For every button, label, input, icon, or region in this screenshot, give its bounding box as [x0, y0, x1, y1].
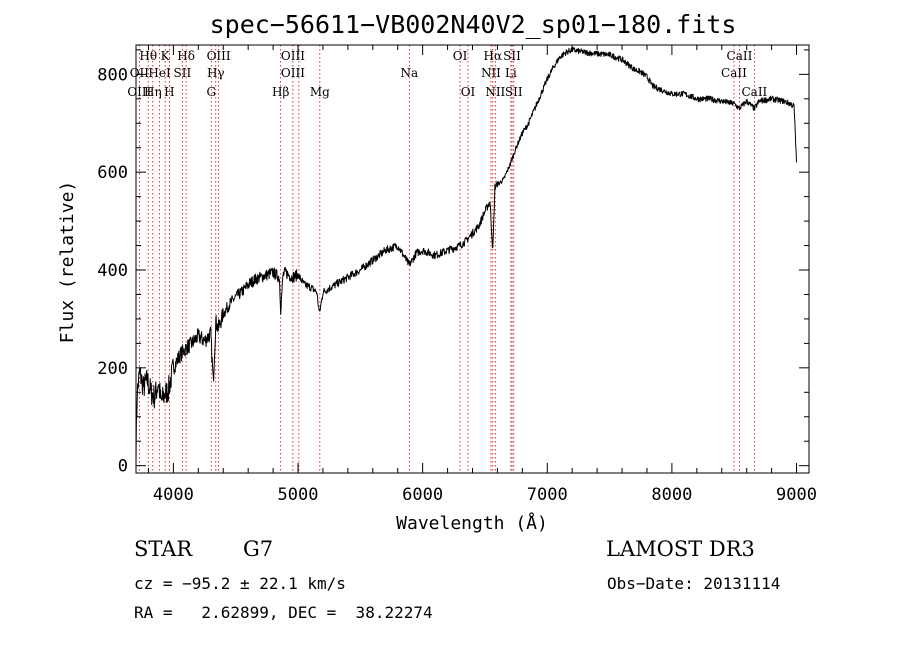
line-label: NII [485, 85, 505, 99]
line-label: OIII [281, 66, 305, 80]
survey-name: LAMOST DR3 [606, 537, 755, 561]
line-label: Hη [144, 85, 162, 99]
line-label: Hα [484, 49, 503, 63]
y-tick-label: 800 [97, 65, 128, 85]
object-class: STAR [134, 537, 193, 561]
x-axis-label: Wavelength (Å) [396, 512, 548, 534]
x-tick-label: 5000 [278, 485, 319, 505]
line-label: K [161, 49, 171, 63]
line-label: OIII [127, 85, 151, 99]
line-label: NII [481, 66, 501, 80]
line-label: CaII [721, 66, 747, 80]
plot-frame [135, 44, 810, 474]
line-label: Li [505, 66, 517, 80]
line-label: Hγ [207, 66, 225, 80]
object-subclass: G7 [243, 537, 274, 561]
spectrum-line [135, 46, 797, 464]
chart-title: spec−56611−VB002N40V2_sp01−180.fits [210, 10, 737, 39]
coordinates: RA = 2.62899, DEC = 38.22274 [134, 603, 433, 622]
line-label: SII [503, 49, 521, 63]
line-label: Hθ [139, 49, 157, 63]
y-tick-label: 200 [97, 359, 128, 379]
line-label: OI [453, 49, 468, 63]
line-label: Hδ [177, 49, 195, 63]
y-tick-label: 600 [97, 163, 128, 183]
line-label: Mg [310, 85, 330, 99]
x-tick-label: 4000 [153, 485, 194, 505]
line-label: OI [461, 85, 476, 99]
line-label: CaII [741, 85, 767, 99]
line-label: OIII [281, 49, 305, 63]
y-tick-label: 0 [118, 457, 128, 477]
observation-date: Obs−Date: 20131114 [607, 574, 781, 593]
line-label: CaII [727, 49, 753, 63]
y-axis-label: Flux (relative) [57, 181, 78, 344]
line-label: OII [130, 66, 150, 80]
y-tick-label: 400 [97, 261, 128, 281]
line-markers [138, 45, 755, 473]
line-label: G [206, 85, 216, 99]
x-tick-label: 7000 [527, 485, 568, 505]
line-label: Na [400, 66, 418, 80]
line-label: H [164, 85, 174, 99]
x-tick-label: 6000 [402, 485, 443, 505]
redshift-value: cz = −95.2 ± 22.1 km/s [134, 574, 346, 593]
x-tick-label: 8000 [651, 485, 692, 505]
line-label: OIII [207, 49, 231, 63]
line-label: SII [505, 85, 523, 99]
line-label: SII [174, 66, 192, 80]
axis-ticks: 4000 5000 6000 7000 8000 9000 0 200 400 600 800 [97, 45, 817, 505]
x-tick-label: 9000 [776, 485, 817, 505]
line-label: Hβ [272, 85, 289, 99]
spectrum-plot [135, 46, 797, 464]
line-label: HeI [148, 66, 171, 80]
